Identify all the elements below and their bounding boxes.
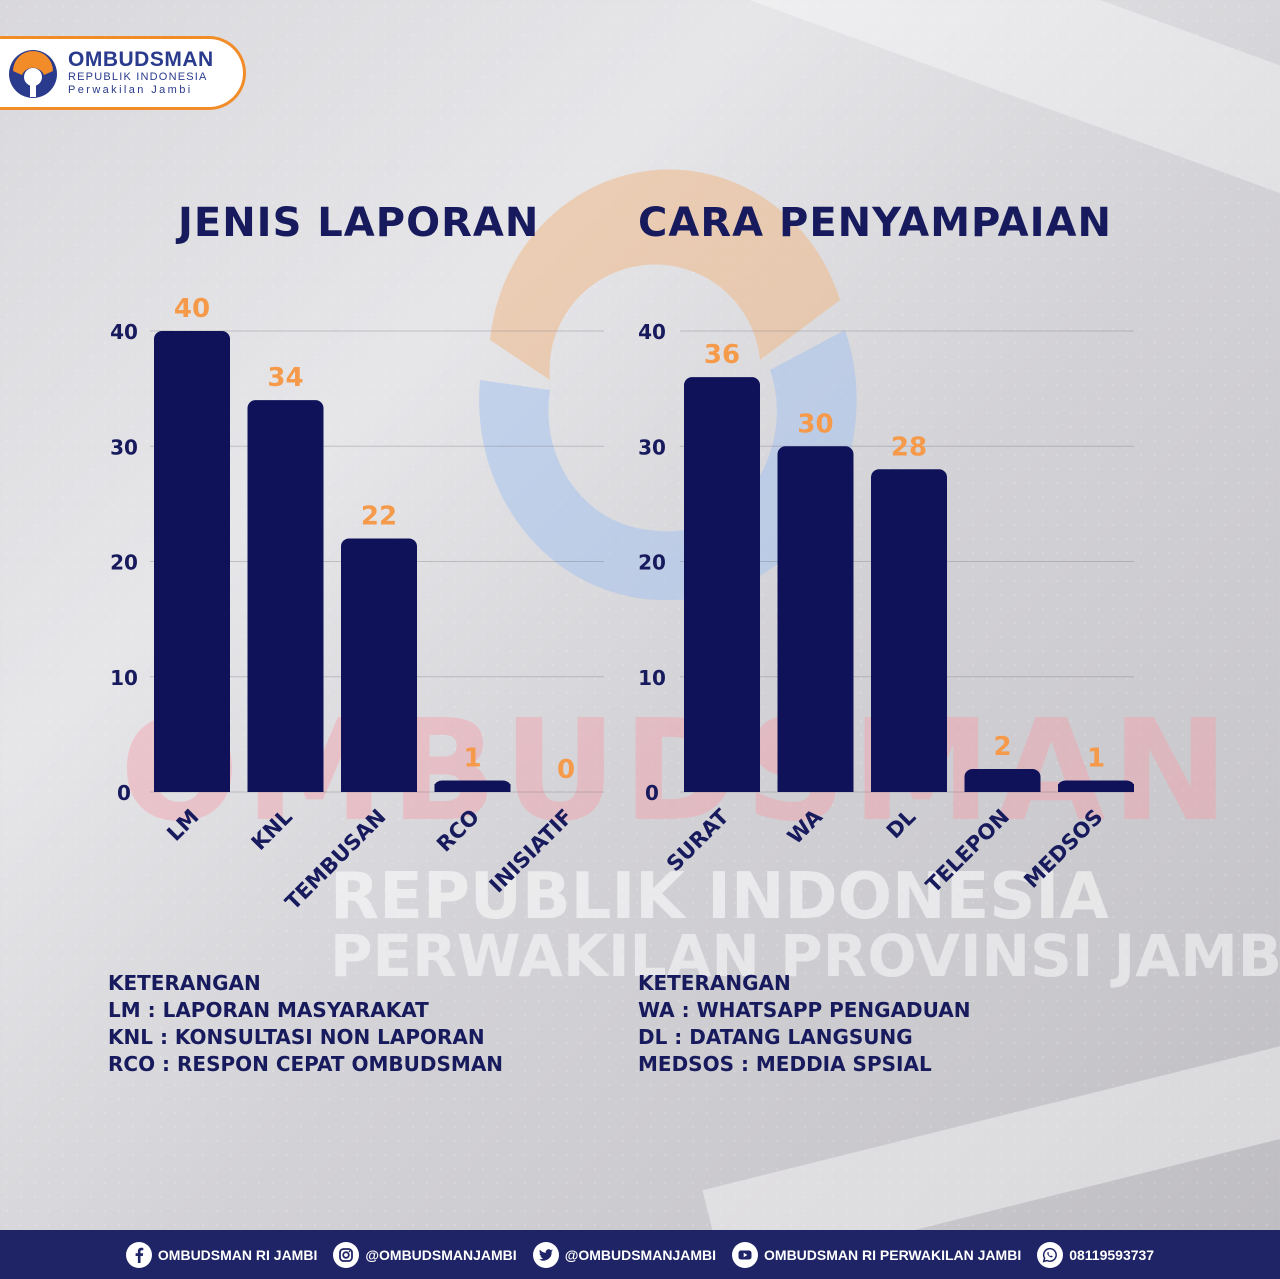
legend-jenis-laporan: KETERANGAN LM : LAPORAN MASYARAKAT KNL :… — [108, 970, 503, 1078]
y-tick-label: 10 — [110, 666, 138, 690]
x-tick-label: SURAT — [662, 804, 734, 876]
bar — [871, 469, 947, 792]
footer-whatsapp[interactable]: 08119593737 — [1037, 1241, 1155, 1268]
chart-title-jenis-laporan: JENIS LAPORAN — [178, 200, 540, 246]
logo-subtitle-office: Perwakilan Jambi — [68, 84, 193, 96]
logo-title: OMBUDSMAN — [68, 48, 214, 71]
data-label: 2 — [993, 732, 1011, 762]
data-label: 1 — [1087, 743, 1105, 773]
bar-base — [871, 784, 947, 792]
legend-item: KNL : KONSULTASI NON LAPORAN — [108, 1025, 485, 1049]
y-tick-label: 0 — [117, 781, 131, 805]
data-label: 34 — [267, 363, 303, 393]
legend-item: MEDSOS : MEDDIA SPSIAL — [638, 1052, 932, 1076]
footer-youtube-text: OMBUDSMAN RI PERWAKILAN JAMBI — [764, 1246, 1022, 1263]
ombudsman-logo: OMBUDSMAN REPUBLIK INDONESIA Perwakilan … — [0, 36, 246, 110]
footer-twitter[interactable]: @OMBUDSMANJAMBI — [532, 1241, 717, 1268]
y-tick-label: 0 — [645, 781, 659, 805]
chart-title-cara-penyampaian: CARA PENYAMPAIAN — [638, 200, 1112, 246]
y-tick-label: 20 — [110, 551, 138, 575]
data-label: 40 — [174, 294, 210, 324]
x-tick-label: DL — [882, 805, 921, 844]
whatsapp-icon — [1037, 1241, 1064, 1268]
data-label: 22 — [361, 501, 397, 531]
logo-subtitle: REPUBLIK INDONESIA — [68, 71, 208, 83]
y-tick-label: 40 — [638, 320, 666, 344]
x-tick-label: MEDSOS — [1019, 805, 1107, 893]
legend-cara-penyampaian: KETERANGAN WA : WHATSAPP PENGADUAN DL : … — [638, 970, 971, 1078]
footer-instagram[interactable]: @OMBUDSMANJAMBI — [333, 1241, 517, 1268]
footer-whatsapp-text: 08119593737 — [1069, 1246, 1155, 1263]
bar-base — [964, 784, 1041, 792]
footer-facebook-text: OMBUDSMAN RI JAMBI — [157, 1246, 318, 1263]
data-label: 36 — [704, 340, 740, 370]
y-tick-label: 30 — [638, 435, 666, 459]
footer-twitter-text: @OMBUDSMANJAMBI — [564, 1246, 717, 1263]
facebook-icon — [125, 1241, 152, 1268]
legend-heading: KETERANGAN — [638, 971, 791, 995]
ombudsman-emblem-icon — [9, 50, 57, 98]
x-tick-label: WA — [783, 804, 828, 849]
twitter-icon — [532, 1241, 559, 1268]
data-label: 28 — [891, 432, 927, 462]
footer-social-bar: OMBUDSMAN RI JAMBI @OMBUDSMANJAMBI @OMBU… — [0, 1230, 1280, 1279]
youtube-icon — [732, 1241, 759, 1268]
legend-item: WA : WHATSAPP PENGADUAN — [638, 998, 971, 1022]
y-tick-label: 40 — [110, 320, 138, 344]
legend-item: DL : DATANG LANGSUNG — [638, 1025, 913, 1049]
footer-facebook[interactable]: OMBUDSMAN RI JAMBI — [125, 1241, 318, 1268]
footer-youtube[interactable]: OMBUDSMAN RI PERWAKILAN JAMBI — [732, 1241, 1022, 1268]
y-tick-label: 30 — [110, 435, 138, 459]
footer-instagram-text: @OMBUDSMANJAMBI — [365, 1246, 517, 1263]
bar — [777, 446, 854, 792]
y-tick-label: 10 — [638, 666, 666, 690]
bar-base — [684, 784, 760, 792]
bar-base — [247, 784, 324, 792]
data-label: 30 — [797, 409, 833, 439]
legend-item: LM : LAPORAN MASYARAKAT — [108, 998, 429, 1022]
legend-heading: KETERANGAN — [108, 971, 261, 995]
bar-base — [434, 784, 511, 792]
x-tick-label: TELEPON — [921, 805, 1014, 898]
bar-base — [341, 784, 417, 792]
bar-base — [1058, 784, 1134, 792]
legend-item: RCO : RESPON CEPAT OMBUDSMAN — [108, 1052, 504, 1076]
bar-base — [154, 784, 230, 792]
instagram-icon — [333, 1241, 360, 1268]
bar — [341, 538, 417, 792]
bar — [154, 331, 230, 792]
data-label: 0 — [557, 755, 575, 785]
data-label: 1 — [463, 743, 481, 773]
bar — [247, 400, 324, 792]
y-tick-label: 20 — [638, 551, 666, 575]
bar-base — [777, 784, 854, 792]
bar — [684, 377, 760, 792]
